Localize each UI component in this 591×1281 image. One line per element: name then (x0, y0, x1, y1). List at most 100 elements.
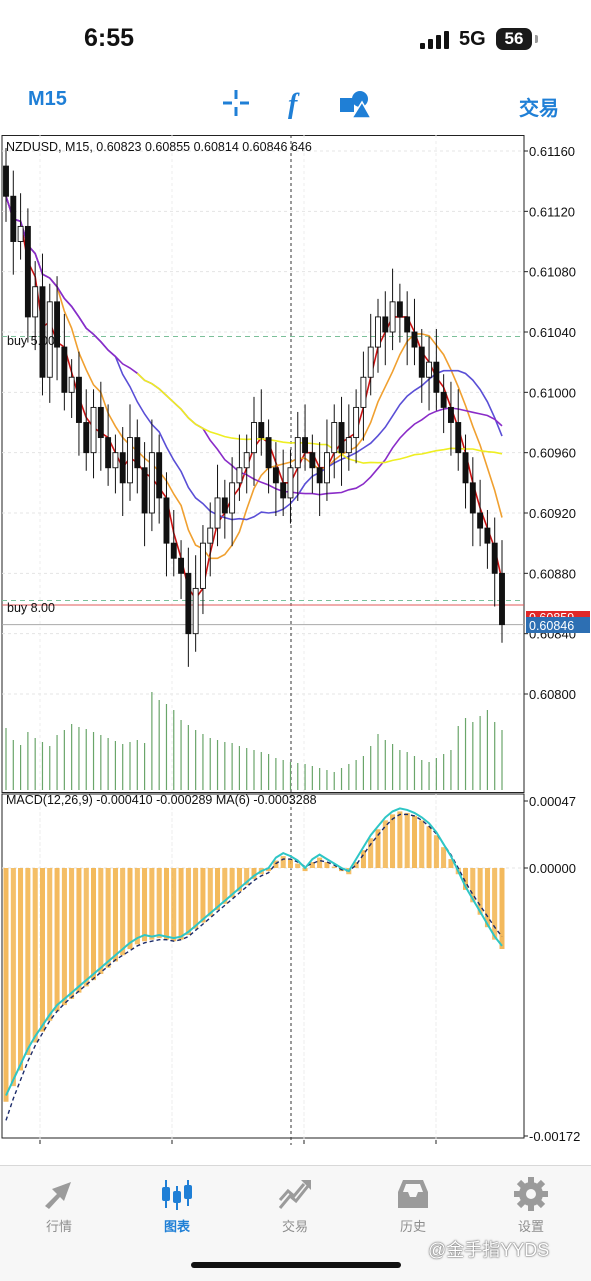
candle-body (97, 406, 104, 439)
candlestick-chart-icon (162, 1180, 192, 1210)
trade-trend-icon (278, 1180, 311, 1209)
order-label-buy-2[interactable]: buy 8.00 (7, 601, 55, 615)
candle-body (163, 497, 170, 544)
candle-body (499, 572, 505, 626)
macd-tick-label: 0.00047 (529, 794, 576, 809)
candle-body (433, 361, 440, 393)
candle-body (105, 437, 112, 469)
macd-signal-line (5, 813, 503, 1121)
candle-body (484, 527, 491, 544)
candle-body (75, 376, 82, 423)
moving-average-line (5, 196, 503, 560)
candle-body (338, 422, 345, 454)
status-time: 6:55 (84, 24, 135, 52)
candle-body (170, 542, 177, 559)
candle-body (229, 482, 236, 514)
price-tick-label: 0.61120 (529, 204, 575, 219)
history-inbox-icon (398, 1180, 428, 1208)
tab-chart-label: 图表 (163, 1219, 190, 1234)
candle-body (309, 452, 316, 469)
candle-body (17, 225, 24, 242)
candle-body (83, 422, 90, 454)
candle-body (61, 346, 68, 393)
candle-body (455, 422, 462, 454)
candle-body (382, 316, 389, 333)
candle-body (469, 482, 476, 514)
tab-settings[interactable]: 设置 (472, 1166, 590, 1236)
tab-quotes[interactable]: 行情 (0, 1166, 118, 1236)
price-tick-label: 0.61000 (529, 385, 576, 400)
candle-body (24, 225, 31, 318)
candle-body (39, 286, 46, 378)
candle-body (119, 452, 126, 484)
price-tick-label: 0.61040 (529, 325, 576, 340)
price-tick-label: 0.61080 (529, 265, 576, 280)
network-type: 5G (459, 28, 486, 50)
candle-body (258, 422, 265, 439)
tab-history[interactable]: 历史 (354, 1166, 472, 1236)
candle-body (148, 452, 155, 514)
macd-main-line (5, 807, 503, 1096)
candlesticks (3, 147, 505, 667)
candle-body (68, 376, 75, 393)
home-indicator[interactable] (191, 1262, 401, 1268)
indicator-function-icon[interactable]: f (279, 86, 313, 120)
price-tick-label: 0.60800 (529, 687, 576, 702)
candle-body (375, 316, 381, 348)
candle-body (141, 467, 148, 514)
candle-body (127, 437, 133, 484)
candle-body (221, 497, 228, 514)
candle-body (404, 316, 411, 333)
timeframe-button[interactable]: M15 (28, 88, 67, 110)
candle-body (265, 437, 272, 469)
candle-body (90, 406, 97, 454)
candle-body (54, 301, 61, 348)
tab-trade[interactable]: 交易 (236, 1166, 354, 1236)
candle-body (396, 301, 403, 318)
candle-body (440, 391, 447, 408)
candle-body (491, 542, 498, 574)
svg-text:f: f (288, 89, 300, 120)
candle-body (426, 361, 433, 378)
candle-body (112, 452, 119, 469)
objects-shapes-icon[interactable] (338, 86, 372, 120)
signal-bars-icon (420, 31, 449, 49)
candle-body (418, 346, 425, 378)
crosshair-icon[interactable] (219, 86, 253, 120)
candle-body (389, 301, 396, 333)
candle-body (287, 467, 294, 499)
tab-chart[interactable]: 图表 (118, 1166, 236, 1236)
candle-body (302, 437, 309, 454)
macd-panel: 0.00047 0.00000 -0.00172 (2, 794, 580, 1144)
battery-tip-icon (535, 35, 538, 43)
chart-toolbar: M15 f 交易 (0, 80, 591, 132)
candle-body (134, 437, 141, 469)
chart-grid (1, 135, 525, 1145)
order-label-buy-1[interactable]: buy 5.00 (7, 334, 55, 348)
battery-indicator: 56 (496, 28, 532, 50)
trade-button[interactable]: 交易 (519, 98, 559, 120)
candle-body (367, 346, 374, 378)
macd-tick-label: 0.00000 (529, 861, 576, 876)
symbol-info: NZDUSD, M15, 0.60823 0.60855 0.60814 0.6… (6, 140, 312, 154)
candle-body (185, 572, 192, 635)
candle-body (345, 437, 352, 454)
main-frame (1, 135, 525, 793)
candle-body (156, 452, 163, 499)
bid-price-label: 0.60846 (529, 619, 574, 633)
candle-body (243, 452, 250, 469)
tab-trade-label: 交易 (281, 1219, 308, 1234)
candle-body (3, 165, 9, 197)
macd-info: MACD(12,26,9) -0.000410 -0.000289 MA(6) … (6, 793, 317, 807)
candle-body (251, 422, 257, 454)
candle-body (32, 286, 39, 318)
bottom-tab-bar: 行情 图表 交易 历史 (0, 1165, 591, 1281)
candle-body (199, 542, 206, 589)
price-tick-label: 0.61160 (529, 144, 575, 159)
volume-bars (5, 692, 503, 790)
candle-body (280, 482, 287, 499)
price-tick-label: 0.60920 (529, 506, 576, 521)
candle-body (207, 527, 214, 544)
price-axis: 0.61160 0.61120 0.61080 0.61040 0.61000 0.609… (39, 144, 576, 1144)
